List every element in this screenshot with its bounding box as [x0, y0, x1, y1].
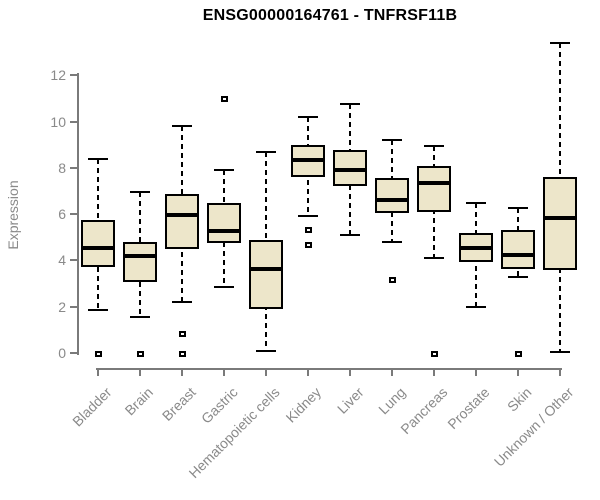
y-tick-label: 10 [50, 113, 66, 130]
whisker-cap-top [172, 125, 192, 128]
x-category-label: Kidney [282, 384, 325, 426]
whisker-cap-bottom [382, 240, 402, 243]
x-category-label: Bladder [68, 384, 115, 430]
outlier-point [95, 351, 102, 357]
box [501, 230, 535, 269]
y-tick-mark [70, 213, 77, 216]
x-tick-mark [391, 368, 393, 376]
whisker-cap-bottom [214, 286, 234, 289]
median-line [543, 215, 577, 220]
y-tick-mark [70, 352, 77, 354]
outlier-point [305, 227, 312, 234]
whisker-cap-top [466, 201, 486, 204]
box [123, 241, 157, 283]
median-line [375, 198, 409, 203]
whisker-cap-bottom [172, 301, 192, 304]
median-line [81, 245, 115, 250]
x-category-label: Brain [121, 384, 157, 419]
whisker-cap-top [214, 169, 234, 172]
whisker-cap-bottom [340, 233, 360, 236]
y-tick-mark [70, 305, 77, 308]
median-line [123, 253, 157, 258]
median-line [291, 157, 325, 162]
x-tick-mark [181, 368, 183, 376]
outlier-point [179, 331, 186, 338]
whisker-cap-bottom [88, 309, 108, 312]
box [81, 219, 115, 268]
whisker-cap-bottom [508, 275, 528, 278]
outlier-point [137, 351, 144, 357]
median-line [501, 252, 535, 257]
median-line [207, 229, 241, 234]
y-tick-label: 2 [58, 298, 66, 315]
x-category-label: Skin [503, 384, 535, 415]
median-line [333, 168, 367, 173]
x-tick-mark [475, 368, 477, 376]
y-tick-label: 4 [58, 252, 66, 269]
whisker-cap-bottom [424, 257, 444, 260]
y-axis-line [77, 73, 79, 355]
box [375, 178, 409, 213]
x-tick-mark [223, 368, 225, 376]
x-category-label: Prostate [444, 384, 493, 433]
x-axis-line [96, 368, 562, 370]
chart-title: ENSG00000164761 - TNFRSF11B [202, 7, 458, 24]
whisker-cap-bottom [466, 305, 486, 308]
whisker-cap-top [88, 157, 108, 160]
x-tick-mark [139, 368, 141, 376]
y-tick-mark [70, 74, 77, 77]
box [165, 194, 199, 249]
whisker-cap-bottom [298, 215, 318, 218]
x-category-label: Liver [333, 384, 367, 417]
outlier-point [221, 96, 228, 103]
whisker-cap-bottom [130, 316, 150, 319]
median-line [165, 213, 199, 218]
median-line [459, 245, 493, 250]
whisker-cap-top [382, 139, 402, 142]
box [207, 202, 241, 244]
y-tick-mark [70, 166, 77, 169]
x-category-label: Unknown / Other [490, 384, 577, 470]
outlier-point [389, 276, 396, 283]
x-tick-mark [349, 368, 351, 376]
whisker-cap-top [130, 191, 150, 194]
x-tick-mark [307, 368, 309, 376]
box [417, 165, 451, 212]
box [249, 239, 283, 309]
whisker-cap-top [424, 144, 444, 147]
x-category-label: Lung [374, 384, 409, 418]
median-line [249, 266, 283, 271]
whisker-cap-top [550, 41, 570, 44]
outlier-point [431, 351, 438, 357]
outlier-point [515, 351, 522, 357]
whisker-cap-top [340, 103, 360, 106]
whisker-cap-top [256, 150, 276, 153]
box [543, 177, 577, 270]
whisker-cap-top [508, 207, 528, 210]
x-tick-mark [265, 368, 267, 376]
x-category-label: Breast [158, 384, 199, 424]
whisker-cap-bottom [550, 350, 570, 353]
y-tick-label: 0 [58, 345, 66, 361]
y-tick-label: 12 [50, 67, 66, 84]
y-tick-mark [70, 120, 77, 123]
x-tick-mark [433, 368, 435, 376]
median-line [417, 180, 451, 185]
outlier-point [179, 351, 186, 357]
x-tick-mark [97, 368, 99, 376]
y-tick-label: 6 [58, 206, 66, 223]
whisker-cap-top [298, 115, 318, 118]
y-tick-label: 8 [58, 159, 66, 176]
outlier-point [305, 242, 312, 249]
x-tick-mark [517, 368, 519, 376]
whisker-cap-bottom [256, 349, 276, 352]
y-tick-mark [70, 259, 77, 262]
x-tick-mark [559, 368, 561, 376]
